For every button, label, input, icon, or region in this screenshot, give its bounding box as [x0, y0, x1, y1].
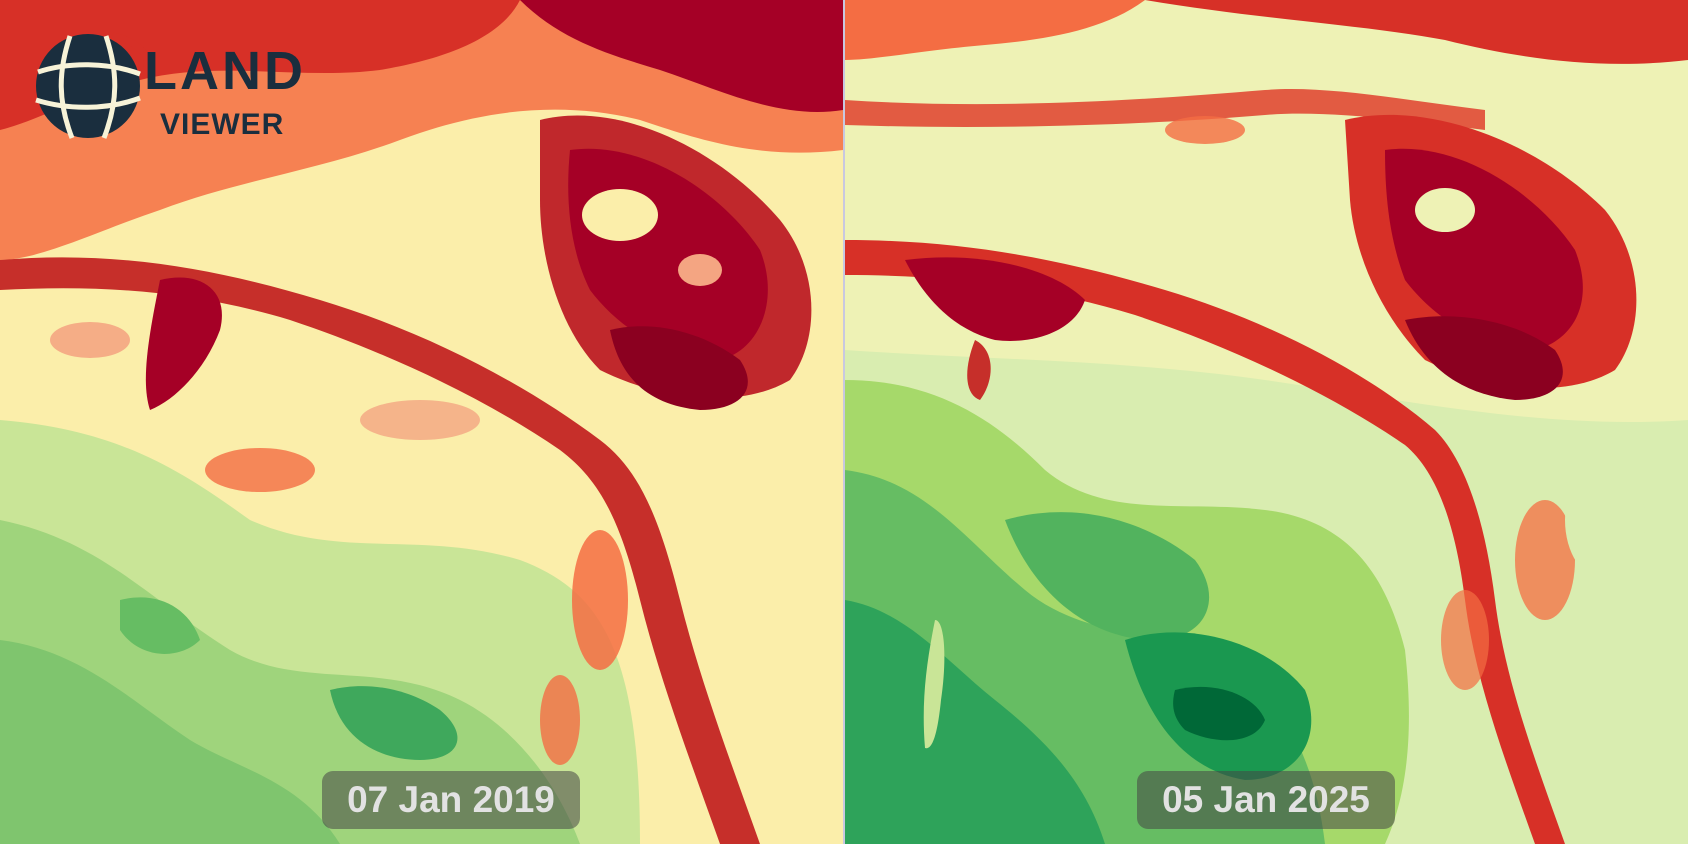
- date-badge-left: 07 Jan 2019: [322, 771, 580, 829]
- map-panel-right[interactable]: 05 Jan 2025: [845, 0, 1688, 844]
- vegetation-index-map-2025: [845, 0, 1688, 844]
- date-badge-right: 05 Jan 2025: [1137, 771, 1395, 829]
- land-viewer-logo: LAND VIEWER: [28, 22, 318, 154]
- globe-icon: [35, 32, 148, 139]
- logo-word-land: LAND: [144, 41, 306, 101]
- vegetation-index-map-2019: [0, 0, 843, 844]
- map-panel-left[interactable]: LAND VIEWER 07 Jan 2019: [0, 0, 843, 844]
- comparison-divider[interactable]: [843, 0, 845, 844]
- logo-word-viewer: VIEWER: [160, 108, 285, 141]
